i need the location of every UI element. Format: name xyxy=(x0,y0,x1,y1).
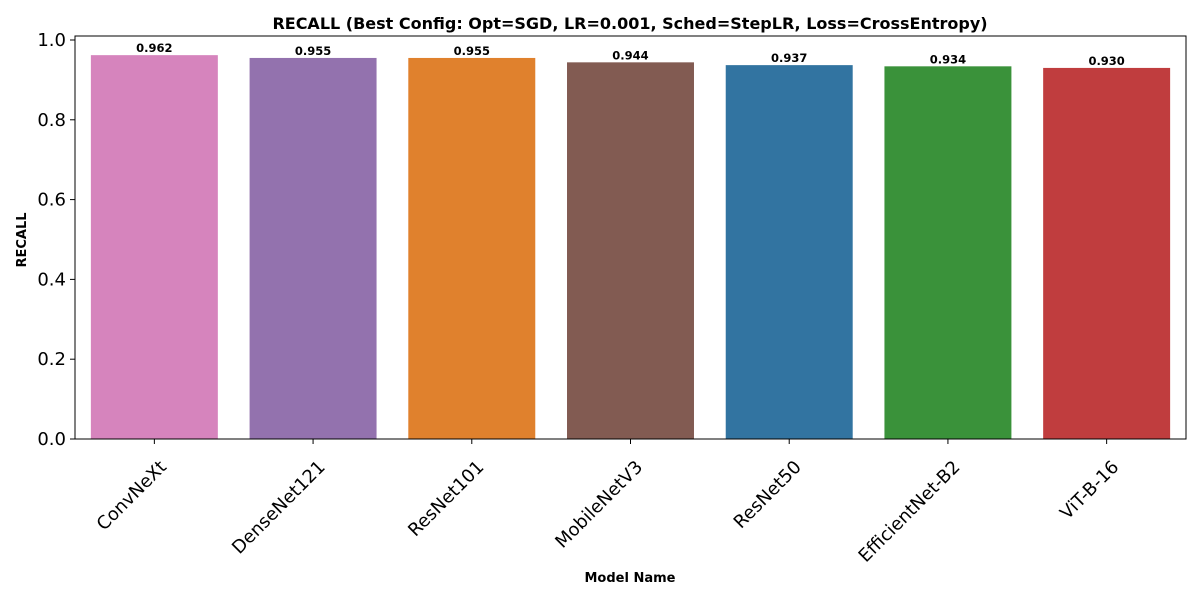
x-tick-label: ViT-B-16 xyxy=(1056,457,1123,524)
bar-value-label: 0.962 xyxy=(136,41,172,55)
bar-value-label: 0.934 xyxy=(930,52,966,66)
x-tick-label: ConvNeXt xyxy=(93,457,171,535)
y-tick-label: 0.4 xyxy=(37,269,66,290)
x-tick-label: MobileNetV3 xyxy=(551,457,647,553)
bar-resnet50 xyxy=(725,65,853,440)
bar-value-label: 0.930 xyxy=(1088,54,1124,68)
bar-value-label: 0.944 xyxy=(612,48,648,62)
y-axis: 0.0 0.2 0.4 0.6 0.8 1.0 xyxy=(37,30,75,450)
y-tick-label: 0.0 xyxy=(37,429,66,450)
bar-densenet121 xyxy=(249,57,377,439)
bar-vit-b-16 xyxy=(1043,67,1171,440)
bar-mobilenetv3 xyxy=(567,62,694,439)
x-tick-label: EfficientNet-B2 xyxy=(855,457,965,567)
bar-value-label: 0.955 xyxy=(295,44,331,58)
x-tick-label: DenseNet121 xyxy=(228,457,330,559)
y-tick-label: 0.2 xyxy=(37,349,66,370)
y-axis-title: RECALL xyxy=(15,212,30,267)
bar-efficientnet-b2 xyxy=(884,66,1012,439)
x-tick-label: ResNet101 xyxy=(404,457,488,541)
value-labels-layer: 0.962 0.955 0.955 0.944 0.937 0.934 0.930 xyxy=(136,41,1125,68)
bar-convnext xyxy=(90,55,218,440)
bar-value-label: 0.937 xyxy=(771,51,807,65)
y-tick-label: 0.6 xyxy=(37,190,66,211)
chart-title: RECALL (Best Config: Opt=SGD, LR=0.001, … xyxy=(272,14,987,33)
y-tick-label: 0.8 xyxy=(37,110,66,131)
plot-frame xyxy=(74,35,1187,440)
bar-value-label: 0.955 xyxy=(454,44,490,58)
bar-resnet101 xyxy=(408,57,536,439)
y-tick-label: 1.0 xyxy=(37,30,66,51)
bars-layer xyxy=(90,55,1171,440)
x-axis: ConvNeXt DenseNet121 ResNet101 MobileNetV3 R… xyxy=(93,439,1123,567)
x-axis-title: Model Name xyxy=(585,571,676,586)
x-tick-label: ResNet50 xyxy=(730,457,806,533)
